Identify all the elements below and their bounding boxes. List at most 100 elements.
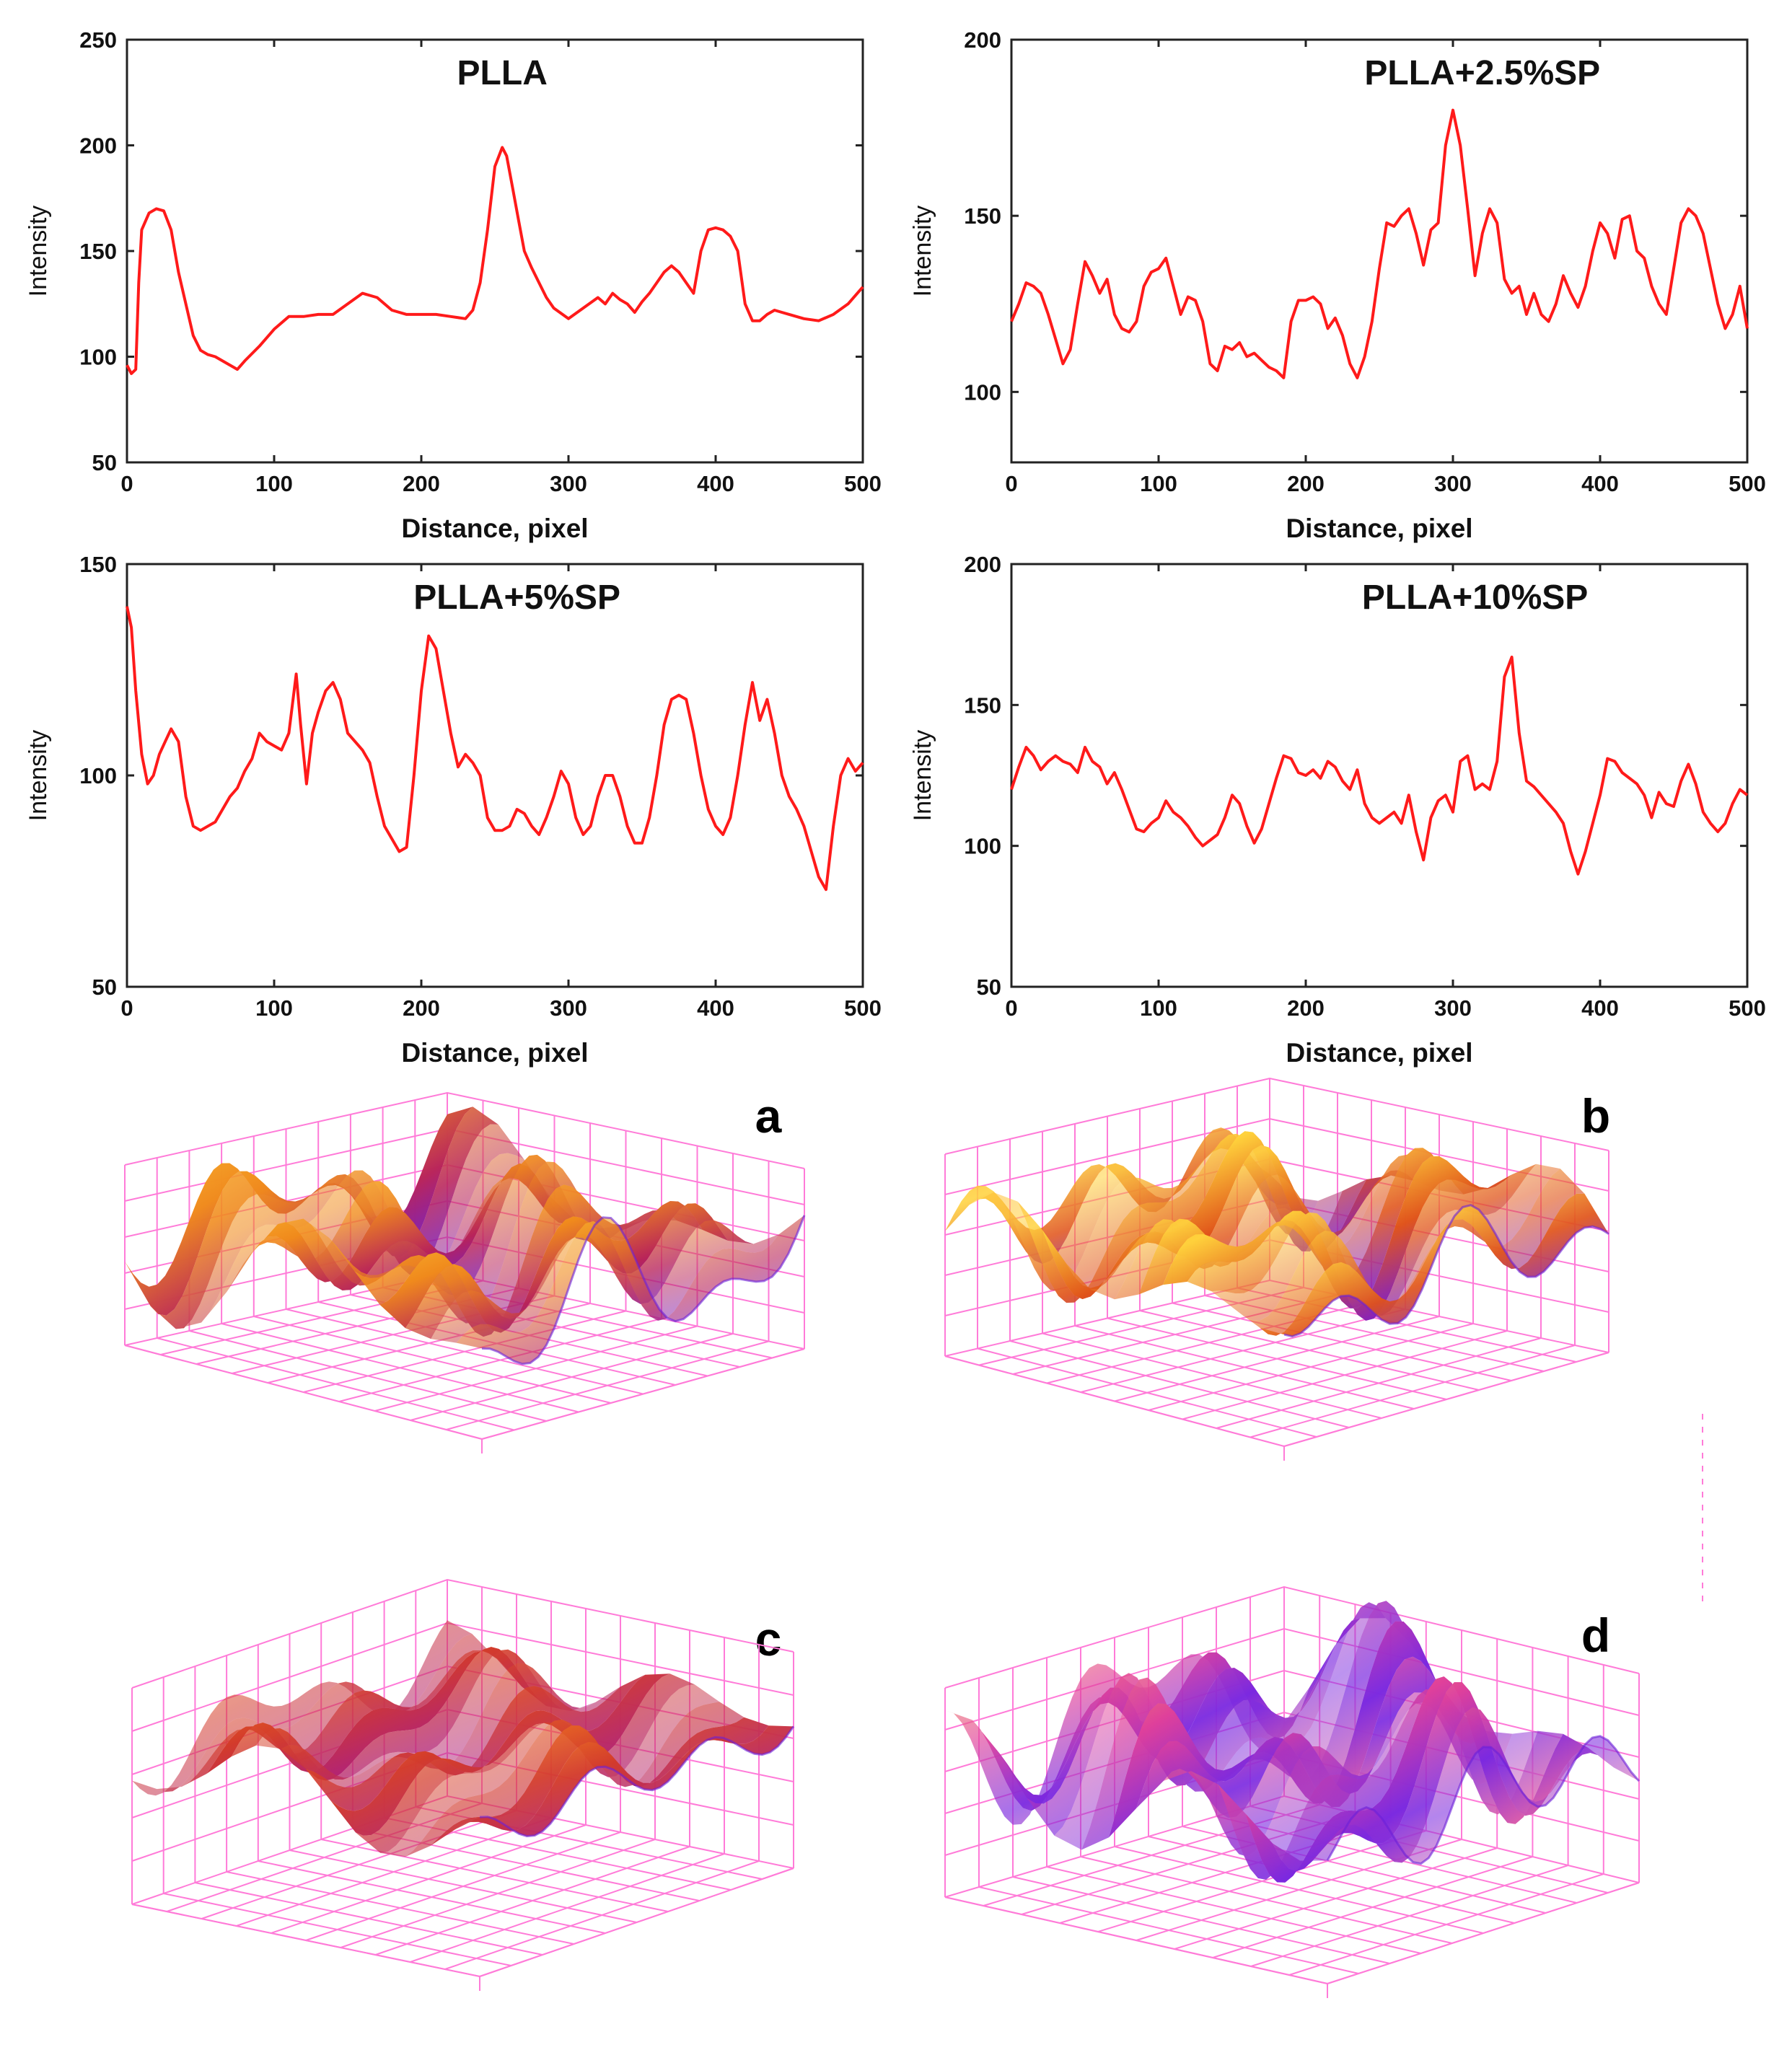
x-axis-title: Distance, pixel xyxy=(1286,514,1472,543)
surface-strip xyxy=(355,1673,695,1853)
surface-strip xyxy=(1109,1621,1462,1838)
grid-line xyxy=(1212,1856,1533,1958)
grid-line xyxy=(410,1333,734,1421)
series-line-plla-2-5-sp xyxy=(1010,108,1749,379)
x-tick-label: 100 xyxy=(1140,471,1177,496)
grid-line xyxy=(1174,1847,1498,1950)
series-line-plla-5-sp xyxy=(126,606,864,892)
y-tick-label: 150 xyxy=(964,203,1001,229)
line-chart-plla: 0 100 200 300 400 500 50 100 150 200 250 Distance, … xyxy=(25,27,882,543)
surface-strip xyxy=(1054,1601,1411,1850)
box-edge xyxy=(1327,1882,1640,1984)
box-edge xyxy=(944,1077,1609,1155)
plot-title: PLLA+10%SP xyxy=(1362,579,1588,617)
surface-strip xyxy=(1235,1169,1585,1336)
x-tick-label: 200 xyxy=(403,471,440,496)
surface-strip xyxy=(380,1684,720,1857)
grid-line xyxy=(338,1318,662,1402)
y-axis-title: Intensity xyxy=(25,730,52,822)
x-tick-label: 0 xyxy=(120,995,133,1021)
surface-strip xyxy=(456,1215,804,1364)
grid-line xyxy=(1249,1345,1576,1438)
x-tick-label: 400 xyxy=(1581,471,1619,496)
plot-title: PLLA+5%SP xyxy=(413,579,620,617)
surface-plot-d xyxy=(944,1585,1641,1998)
x-tick-label: 0 xyxy=(1005,471,1017,496)
grid-line xyxy=(1216,1337,1542,1429)
x-tick-label: 400 xyxy=(697,471,734,496)
grid-line xyxy=(340,1839,656,1948)
x-tick-label: 100 xyxy=(255,995,293,1021)
grid-line xyxy=(320,1839,669,1912)
grid-line xyxy=(1172,1302,1512,1381)
box-edge xyxy=(944,1896,1328,1984)
x-tick-label: 0 xyxy=(120,471,133,496)
surface-strip xyxy=(125,1107,473,1316)
x-tick-label: 200 xyxy=(1287,995,1325,1021)
grid-line xyxy=(375,1846,690,1956)
y-tick-label: 100 xyxy=(964,379,1001,405)
surface-edge xyxy=(481,1215,806,1365)
box-edge xyxy=(479,1868,794,1977)
panel-letter-b: b xyxy=(1581,1089,1610,1143)
surface-strip xyxy=(1042,1131,1391,1299)
grid-line xyxy=(410,1853,725,1963)
y-tick-label: 50 xyxy=(92,450,117,475)
y-tick-label: 150 xyxy=(79,552,117,577)
plot-frame xyxy=(126,563,864,988)
surface-strip xyxy=(1218,1676,1563,1883)
y-tick-label: 100 xyxy=(79,763,117,788)
x-tick-label: 500 xyxy=(1729,471,1766,496)
surface-strip xyxy=(454,1725,794,1837)
grid-line xyxy=(1114,1316,1440,1402)
x-tick-label: 500 xyxy=(1729,995,1766,1021)
grid-line xyxy=(305,1831,621,1941)
surface-edge xyxy=(479,1725,795,1838)
x-tick-label: 300 xyxy=(550,995,587,1021)
x-tick-label: 200 xyxy=(403,995,440,1021)
x-tick-label: 500 xyxy=(844,995,882,1021)
y-tick-label: 200 xyxy=(964,552,1001,577)
plot-title: PLLA+2.5%SP xyxy=(1364,54,1600,92)
y-axis-title: Intensity xyxy=(909,730,936,822)
y-tick-label: 200 xyxy=(964,27,1001,53)
series-line-plla xyxy=(126,146,864,375)
line-chart-plla-5sp: 0 100 200 300 400 500 50 100 150 Distance, pixel I… xyxy=(25,552,882,1068)
box-edge xyxy=(481,1348,805,1440)
y-tick-label: 200 xyxy=(79,133,117,159)
surface-strip xyxy=(379,1201,728,1333)
grid-line xyxy=(303,1310,626,1393)
surface-strip xyxy=(330,1673,670,1836)
x-tick-label: 200 xyxy=(1287,471,1325,496)
grid-line xyxy=(446,1340,769,1430)
surface xyxy=(132,1620,795,1857)
plot-title: PLLA xyxy=(457,54,548,92)
y-tick-label: 50 xyxy=(92,975,117,1000)
grid-line xyxy=(1288,1873,1604,1976)
grid-line xyxy=(1139,1310,1480,1391)
surface-strip xyxy=(1273,1682,1614,1872)
grid-line xyxy=(1148,1836,1515,1924)
surface-strip xyxy=(1187,1164,1537,1321)
x-tick-label: 500 xyxy=(844,471,882,496)
surface xyxy=(945,1601,1641,1883)
y-tick-label: 100 xyxy=(79,345,117,370)
plot-frame xyxy=(1010,563,1749,988)
line-chart-plla-10sp: 0 100 200 300 400 500 50 100 150 200 Distance, pix… xyxy=(909,552,1766,1068)
x-tick-label: 100 xyxy=(1140,995,1177,1021)
x-axis-title: Distance, pixel xyxy=(401,514,588,543)
surface-strip xyxy=(430,1717,769,1847)
panel-letter-a: a xyxy=(755,1089,783,1143)
series-line-plla-10-sp xyxy=(1010,655,1749,876)
grid-line xyxy=(1250,1865,1568,1967)
surface-strip xyxy=(1260,1193,1609,1337)
surface-strip xyxy=(181,1650,522,1787)
surface xyxy=(125,1107,806,1365)
x-tick-label: 300 xyxy=(550,471,587,496)
surface-strip xyxy=(354,1184,703,1337)
surface-strip xyxy=(431,1220,779,1343)
box-edge xyxy=(124,1345,483,1440)
y-tick-label: 150 xyxy=(964,692,1001,718)
box-edge xyxy=(131,1904,480,1977)
